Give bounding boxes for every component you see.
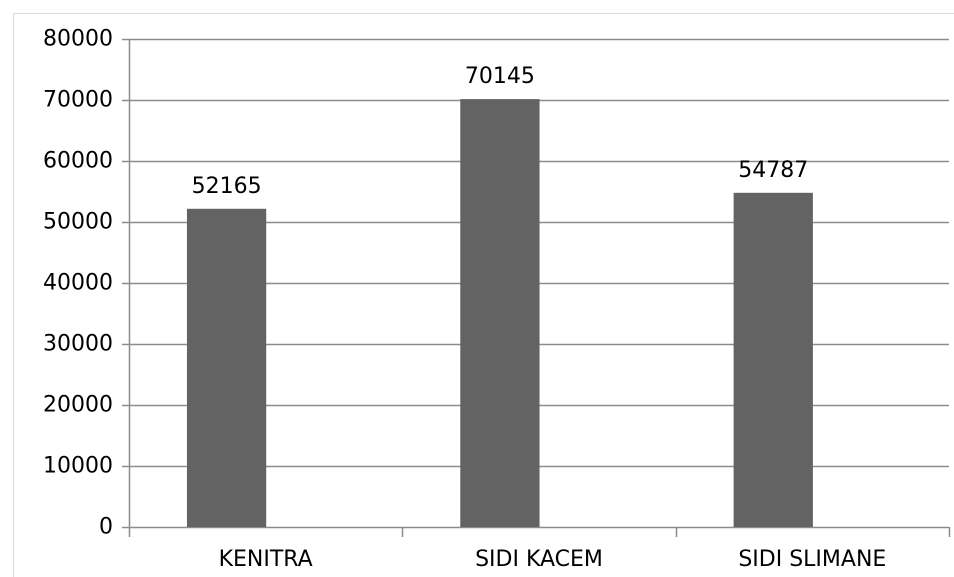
y-tick-label: 30000 — [43, 332, 113, 357]
data-label: 70145 — [465, 64, 535, 89]
y-tick-label: 50000 — [43, 210, 113, 235]
data-label: 52165 — [192, 174, 262, 199]
y-tick-label: 10000 — [43, 454, 113, 479]
y-tick-label: 60000 — [43, 149, 113, 174]
bar — [733, 192, 813, 527]
y-tick-label: 20000 — [43, 393, 113, 418]
data-label: 54787 — [738, 158, 808, 183]
x-tick-label: KENITRA — [219, 547, 313, 572]
y-tick-label: 70000 — [43, 88, 113, 113]
bar — [460, 99, 540, 527]
y-tick-label: 80000 — [43, 27, 113, 52]
chart-frame — [13, 13, 954, 577]
bar — [186, 208, 267, 527]
x-tick-label: SIDI SLIMANE — [738, 547, 886, 572]
x-tick-label: SIDI KACEM — [475, 547, 603, 572]
y-tick-label: 0 — [99, 515, 113, 540]
y-tick-label: 40000 — [43, 271, 113, 296]
